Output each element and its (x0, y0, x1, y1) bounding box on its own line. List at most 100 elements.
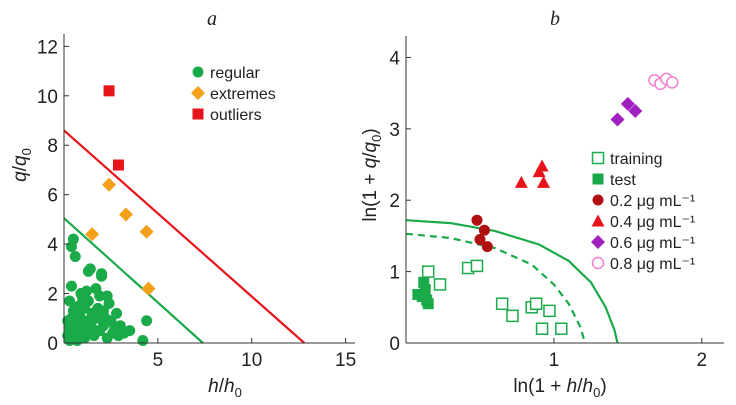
panel-a-regular-point (64, 335, 76, 347)
panel-b-series-2-point (474, 233, 486, 245)
panel-b-series-2-point (471, 214, 483, 226)
panel-a-legend-label-outliers: outliers (210, 107, 262, 124)
panel-a-extremes-point (85, 227, 100, 242)
panel-a: a 5 10 15 0 2 4 6 8 10 12 regular extremes outliers… (10, 8, 356, 400)
panel-b-axes: 1 2 0 1 2 3 4 (389, 36, 724, 371)
panel-a-regular-point (75, 288, 87, 300)
panel-a-y-tick-label: 12 (37, 37, 58, 58)
panel-b-legend-marker-5 (591, 256, 605, 270)
panel-a-extremes-point (118, 207, 133, 222)
panel-b-y-tick-label: 4 (389, 48, 400, 69)
panel-a-regular-point (62, 315, 74, 327)
panel-a-legend-marker-outliers (192, 108, 204, 120)
panel-b-series-0-point (421, 265, 435, 278)
panel-a-regular-point (111, 307, 123, 319)
panel-b-series-0-point (506, 309, 519, 323)
panel-a-legend-label-regular: regular (210, 65, 260, 82)
panel-a-regular-point (66, 280, 78, 292)
panel-a-regular-point (137, 335, 149, 347)
panel-a-y-tick-label: 8 (47, 136, 58, 157)
panel-a-legend-marker-regular (192, 66, 204, 78)
panel-a-outliers-point (103, 85, 115, 97)
panel-b-dashed-curve (405, 232, 587, 344)
panel-b-series-3-point (535, 159, 549, 172)
panel-b-x-tick-label: 2 (697, 350, 708, 371)
panel-b-x-axis-label: ln(1 + h/h0) (513, 376, 606, 400)
panel-b-legend-label-1: test (610, 172, 636, 189)
panel-a-plot-area (62, 85, 306, 347)
panel-a-y-tick-label: 4 (47, 235, 58, 256)
panel-b-series-0-point (470, 259, 484, 273)
panel-a-y-tick-label: 2 (47, 285, 58, 306)
panel-a-regular-point (82, 265, 94, 277)
panel-b-y-axis-label: ln(1 + q/q0) (360, 128, 384, 221)
panel-a-extremes-point (139, 224, 154, 239)
panel-a-legend: regular extremes outliers (191, 65, 276, 124)
panel-a-regular-point (64, 295, 76, 307)
panel-b-series-1-point (418, 276, 430, 288)
panel-a-y-axis-label: q/q0 (10, 148, 34, 182)
panel-b-series-2-point (478, 224, 490, 236)
panel-b-series-5-point (665, 76, 679, 89)
panel-a-y-tick-label: 0 (47, 334, 58, 355)
panel-a-x-tick-label: 15 (335, 350, 356, 371)
panel-b-series-0-point (495, 297, 509, 310)
panel-a-x-tick-label: 5 (153, 350, 164, 371)
panel-a-y-tick-label: 6 (47, 186, 58, 207)
panel-b-plot-area (405, 72, 679, 344)
panel-b-series-0-point (535, 322, 549, 335)
panel-a-regular-point (86, 322, 98, 334)
panel-b-legend-label-0: training (610, 151, 662, 168)
panel-b: b 1 2 0 1 2 3 4 training test 0.2 μg mL⁻¹ 0.4 μg … (360, 8, 724, 400)
panel-b-series-0-point (543, 304, 556, 318)
panel-a-regular-point (96, 268, 108, 280)
panel-b-y-tick-label: 0 (389, 334, 400, 355)
panel-b-solid-curve (405, 219, 619, 344)
panel-a-regular-point (90, 312, 102, 324)
panel-a-regular-point (97, 305, 109, 317)
panel-a-regular-point (82, 295, 94, 307)
panel-b-legend-label-4: 0.6 μg mL⁻¹ (610, 235, 695, 252)
panel-b-series-4-point (628, 103, 643, 118)
panel-b-label: b (550, 8, 560, 30)
panel-b-legend-label-3: 0.4 μg mL⁻¹ (610, 214, 695, 231)
panel-a-regular-point (71, 305, 83, 317)
panel-a-x-tick-label: 10 (241, 350, 262, 371)
panel-b-legend-label-5: 0.8 μg mL⁻¹ (610, 256, 695, 273)
panel-b-series-0-point (555, 322, 568, 335)
panel-a-red-line (63, 129, 306, 344)
panel-a-regular-point (101, 290, 113, 302)
panel-b-series-0-point (433, 278, 447, 291)
panel-a-y-tick-label: 10 (37, 87, 58, 108)
panel-b-legend-marker-4 (591, 235, 605, 249)
panel-b-legend-marker-2 (592, 194, 604, 206)
panel-b-legend-label-2: 0.2 μg mL⁻¹ (610, 193, 695, 210)
panel-b-y-tick-label: 3 (389, 120, 400, 141)
panel-a-legend-marker-extremes (191, 86, 205, 100)
panel-a-extremes-point (141, 281, 156, 296)
panel-a-extremes-point (102, 177, 117, 192)
panel-b-legend-marker-1 (592, 173, 604, 185)
panel-b-series-4-point (610, 112, 625, 127)
panel-a-green-line (63, 217, 204, 344)
panel-b-legend-marker-0 (591, 151, 605, 165)
panel-a-legend-label-extremes: extremes (210, 86, 276, 103)
panel-a-regular-point (124, 325, 136, 337)
panel-b-legend-marker-3 (591, 214, 605, 227)
panel-b-series-3-point (514, 175, 528, 188)
panel-b-series-3-point (537, 175, 551, 188)
panel-b-series-2-point (481, 241, 493, 253)
panel-b-y-tick-label: 1 (389, 263, 400, 284)
panel-a-x-axis-label: h/h0 (208, 376, 242, 400)
panel-b-series-4-point (620, 96, 635, 111)
panel-a-regular-point (69, 250, 81, 262)
panel-a-regular-point (67, 233, 79, 245)
panel-b-y-tick-label: 2 (389, 191, 400, 212)
panel-a-outliers-point (112, 159, 124, 171)
panel-b-series-1-point (422, 298, 434, 310)
panel-a-regular-point (79, 332, 91, 344)
panel-b-series-1-point (419, 283, 431, 295)
panel-a-regular-point (141, 315, 153, 327)
panel-b-legend: training test 0.2 μg mL⁻¹ 0.4 μg mL⁻¹ 0.6 μg… (591, 151, 695, 273)
